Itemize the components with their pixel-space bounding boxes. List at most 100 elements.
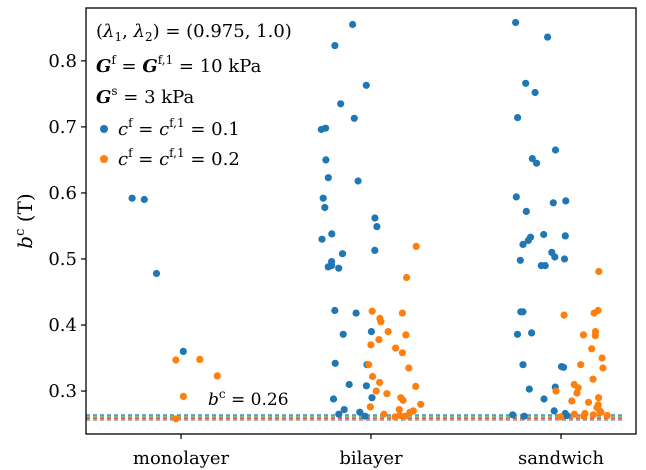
data-point [172,356,180,364]
data-point [398,349,406,357]
data-point [528,329,536,337]
data-point [213,372,221,380]
data-point [362,382,370,390]
data-point [599,364,607,372]
legend-lambda-line: (λ1, λ2) = (0.975, 1.0) [96,21,292,44]
data-point [399,396,407,404]
data-point [375,336,383,344]
data-point [369,372,377,381]
data-point [509,411,517,419]
data-point [179,392,187,400]
data-point [556,413,565,421]
y-axis-label-unit: (T) [13,193,37,228]
data-point [345,380,353,389]
data-point [560,311,568,319]
data-point [318,235,326,243]
data-point [324,174,332,182]
y-tick-label: 0.8 [48,51,77,72]
x-axis: monolayer bilayer sandwich [133,434,604,469]
data-point [352,309,360,317]
legend: (λ1, λ2) = (0.975, 1.0) Gf = Gf,1 = 10 k… [96,21,292,170]
data-point [551,146,560,154]
data-point [391,413,399,421]
data-point [589,411,598,419]
data-point [531,88,539,97]
data-point [562,197,570,205]
data-point [140,195,148,204]
data-point [324,263,332,271]
data-point [590,309,598,317]
data-point [512,193,520,201]
data-point [339,330,347,338]
data-point [376,378,384,387]
data-point [573,389,581,397]
threshold-annotation-main: b [208,390,219,410]
data-point [588,345,596,353]
data-point [322,156,330,164]
data-point [317,125,325,134]
y-tick-label: 0.4 [48,315,77,336]
data-points [128,18,611,423]
data-point [595,267,603,276]
data-point [544,33,552,41]
data-point [401,412,409,420]
data-point [560,255,569,263]
data-point [412,382,420,390]
data-point [522,207,530,215]
data-point [549,199,557,207]
threshold-annotation: bc = 0.26 [208,387,289,410]
data-point [520,412,528,420]
y-tick-label: 0.5 [48,249,77,270]
data-point [337,100,345,108]
data-point [551,253,559,261]
data-point [550,407,558,415]
legend-label-series-2: cf = cf,1 = 0.2 [118,146,240,170]
y-axis-label-sup: c [13,229,28,236]
data-point [406,408,414,416]
reference-lines [86,414,624,421]
data-point [519,240,527,248]
data-point [361,412,369,420]
data-point [349,20,357,29]
data-point [514,114,522,122]
data-point [537,262,545,270]
data-point [513,330,522,338]
data-point [196,355,204,363]
threshold-annotation-sup: c [219,387,226,401]
data-point [350,114,358,122]
y-axis: 0.3 0.4 0.5 0.6 0.7 0.8 [48,51,86,402]
threshold-annotation-rest: = 0.26 [226,390,289,410]
data-point [356,408,364,416]
data-point [528,155,536,163]
data-point [519,308,527,316]
data-point [179,347,187,355]
data-point [354,177,362,185]
y-axis-label-main: b [13,236,37,249]
data-point [362,81,370,89]
legend-marker-series-2 [100,155,108,163]
y-tick-label: 0.6 [48,183,77,204]
data-point [384,328,392,336]
data-point [563,411,571,420]
data-point [366,403,374,411]
data-point [516,256,524,264]
data-point [603,411,611,420]
data-point [395,406,403,414]
data-point [331,306,339,315]
data-point [570,410,578,418]
data-point [398,309,406,317]
data-point [522,79,530,87]
data-point [568,397,576,405]
data-point [525,385,533,393]
data-point [417,400,425,408]
x-tick-label: sandwich [518,448,604,469]
data-point [367,328,375,336]
plot-frame [85,7,637,435]
data-point [377,318,385,326]
data-point [579,331,588,339]
data-point [595,394,603,402]
data-point [172,415,180,423]
data-point [128,194,136,202]
data-point [412,242,420,250]
